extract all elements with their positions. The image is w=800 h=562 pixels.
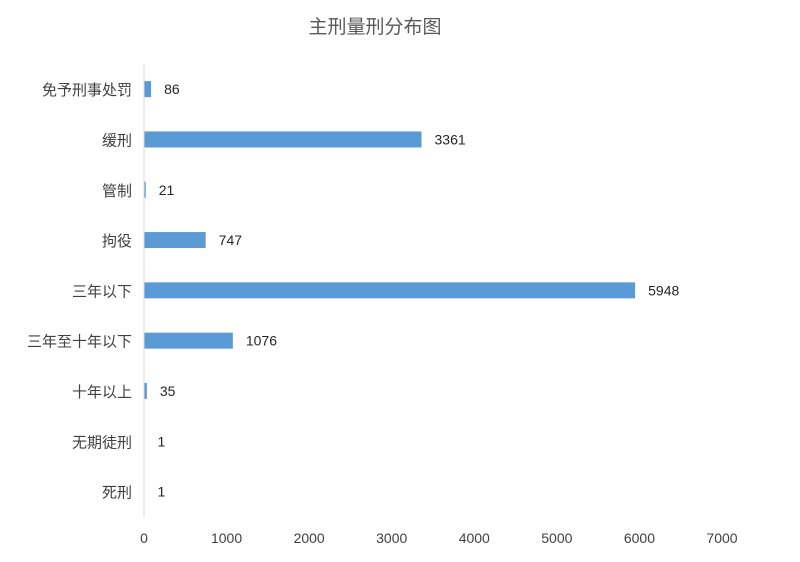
bar-1 (144, 131, 422, 148)
category-label-4: 三年以下 (72, 282, 132, 300)
x-tick-label-1: 1000 (211, 530, 242, 546)
data-label-3: 747 (219, 232, 243, 248)
bar-5 (144, 332, 233, 349)
x-tick-labels-layer: 0 1000 2000 3000 4000 5000 6000 7000 (140, 530, 738, 546)
data-label-4: 5948 (648, 282, 679, 298)
data-label-8: 1 (158, 484, 166, 500)
bar-6 (144, 382, 147, 399)
category-label-3: 拘役 (102, 232, 132, 250)
x-tick-label-5: 5000 (541, 530, 572, 546)
data-label-1: 3361 (435, 131, 466, 147)
x-tick-label-7: 7000 (706, 530, 737, 546)
category-label-8: 死刑 (102, 484, 132, 502)
data-labels-layer: 86 3361 21 747 5948 1076 35 1 1 (158, 81, 680, 499)
data-label-0: 86 (164, 81, 180, 97)
category-label-6: 十年以上 (72, 383, 132, 401)
x-tick-label-6: 6000 (624, 530, 655, 546)
bar-2 (144, 181, 146, 198)
bar-4 (144, 282, 636, 299)
category-label-2: 管制 (102, 182, 132, 200)
chart-title: 主刑量刑分布图 (308, 16, 441, 38)
data-label-7: 1 (158, 433, 166, 449)
bar-0 (144, 81, 152, 98)
category-label-5: 三年至十年以下 (27, 333, 132, 351)
category-label-0: 免予刑事处罚 (42, 81, 132, 99)
bars-layer (144, 81, 636, 500)
data-label-6: 35 (160, 383, 176, 399)
category-label-7: 无期徒刑 (72, 433, 132, 451)
x-tick-label-4: 4000 (459, 530, 490, 546)
x-tick-label-2: 2000 (294, 530, 325, 546)
category-label-1: 缓刑 (102, 131, 132, 149)
x-tick-label-0: 0 (140, 530, 148, 546)
bar-3 (144, 232, 206, 249)
x-tick-label-3: 3000 (376, 530, 407, 546)
data-label-5: 1076 (246, 333, 277, 349)
data-label-2: 21 (159, 182, 175, 198)
